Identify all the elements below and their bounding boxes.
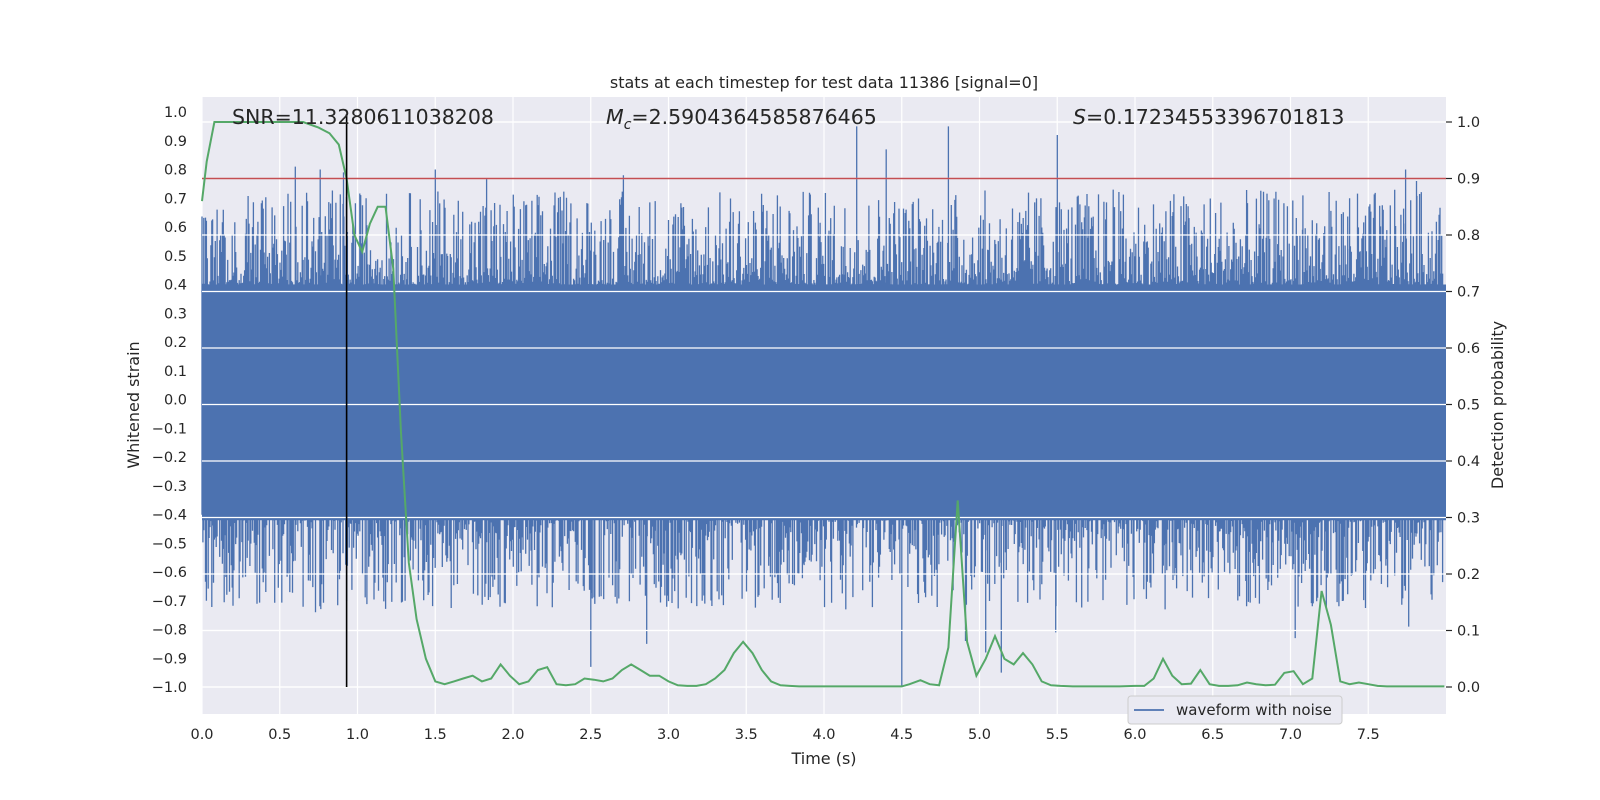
y-tick-label: 0.7	[164, 191, 187, 207]
y-right-tick-label: 0.8	[1457, 228, 1480, 244]
s-value: =0.17234553396701813	[1086, 105, 1344, 129]
y-tick-label: 0.8	[164, 163, 187, 179]
chirp-mass-value: =2.5904364585876465	[631, 105, 876, 129]
y-tick-label: 0.0	[164, 393, 187, 409]
y-right-tick-label: 0.5	[1457, 398, 1480, 414]
chirp-mass-subscript: c	[624, 117, 632, 133]
y-tick-label: 0.5	[164, 249, 187, 265]
x-axis: 0.0 0.5 1.0 1.5 2.0 2.5 3.0 3.5 4.0 4.5 5.0 5.5 6.0 6…	[190, 727, 1379, 743]
x-tick-label: 5.0	[968, 727, 991, 743]
y-tick-label: 0.3	[164, 306, 187, 322]
x-tick-label: 3.0	[657, 727, 680, 743]
x-tick-label: 7.0	[1279, 727, 1302, 743]
y-tick-label: 0.4	[164, 278, 187, 294]
legend: waveform with noise	[1127, 695, 1343, 725]
y-tick-label: −0.7	[152, 594, 187, 610]
x-tick-label: 1.0	[346, 727, 369, 743]
y-tick-label: −0.8	[152, 623, 187, 639]
y-axis-right-label: Detection probability	[1488, 321, 1507, 489]
x-tick-label: 3.5	[735, 727, 758, 743]
y-tick-label: −0.1	[152, 421, 187, 437]
detection-probability-line	[201, 121, 1445, 688]
chart-title: stats at each timestep for test data 113…	[610, 73, 1038, 92]
s-annotation: S=0.17234553396701813	[1073, 105, 1344, 129]
x-tick-label: 4.0	[812, 727, 835, 743]
y-tick-label: −0.9	[152, 651, 187, 667]
waveform-with-noise-line	[201, 126, 1444, 687]
chirp-mass-symbol: M	[606, 105, 624, 129]
x-tick-label: 5.5	[1046, 727, 1069, 743]
legend-box	[1127, 695, 1343, 725]
y-right-tick-label: 0.1	[1457, 624, 1480, 640]
left-axis: 1.0 0.9 0.8 0.7 0.6 0.5 0.4 0.3 0.2 0.1 0.0 −0.1 −0.…	[152, 105, 187, 696]
x-tick-label: 4.5	[890, 727, 913, 743]
y-tick-label: −0.4	[152, 508, 187, 524]
y-tick-label: −0.3	[152, 479, 187, 495]
x-tick-label: 0.0	[190, 727, 213, 743]
y-tick-label: −0.6	[152, 565, 187, 581]
probability-layer	[201, 121, 1446, 688]
y-right-tick-label: 0.6	[1457, 341, 1480, 357]
x-tick-label: 0.5	[268, 727, 291, 743]
x-tick-label: 6.0	[1123, 727, 1146, 743]
x-axis-label: Time (s)	[790, 749, 856, 768]
y-right-tick-label: 0.2	[1457, 567, 1480, 583]
y-axis-label: Whitened strain	[124, 341, 143, 468]
waveform-series	[201, 126, 1446, 687]
y-right-tick-label: 1.0	[1457, 115, 1480, 131]
snr-annotation: SNR=11.3280611038208	[232, 105, 494, 129]
y-tick-label: 1.0	[164, 105, 187, 121]
y-tick-label: 0.9	[164, 134, 187, 150]
y-right-tick-label: 0.9	[1457, 172, 1480, 188]
y-tick-label: −0.2	[152, 450, 187, 466]
x-tick-label: 1.5	[424, 727, 447, 743]
x-tick-label: 2.0	[501, 727, 524, 743]
right-axis: 1.0 0.9 0.8 0.7 0.6 0.5 0.4 0.3 0.2 0.1 0.0	[1446, 115, 1480, 696]
s-symbol: S	[1073, 105, 1086, 129]
y-tick-label: −1.0	[152, 680, 187, 696]
y-tick-label: −0.5	[152, 536, 187, 552]
y-tick-label: 0.2	[164, 335, 187, 351]
x-tick-label: 2.5	[579, 727, 602, 743]
y-tick-label: 0.6	[164, 220, 187, 236]
y-tick-label: 0.1	[164, 364, 187, 380]
x-tick-label: 7.5	[1357, 727, 1380, 743]
y-right-tick-label: 0.4	[1457, 454, 1480, 470]
y-right-tick-label: 0.7	[1457, 285, 1480, 301]
x-tick-label: 6.5	[1201, 727, 1224, 743]
chirp-mass-annotation: Mc=2.5904364585876465	[606, 105, 877, 133]
y-right-tick-label: 0.3	[1457, 511, 1480, 527]
legend-label: waveform with noise	[1176, 701, 1332, 719]
y-right-tick-label: 0.0	[1457, 680, 1480, 696]
